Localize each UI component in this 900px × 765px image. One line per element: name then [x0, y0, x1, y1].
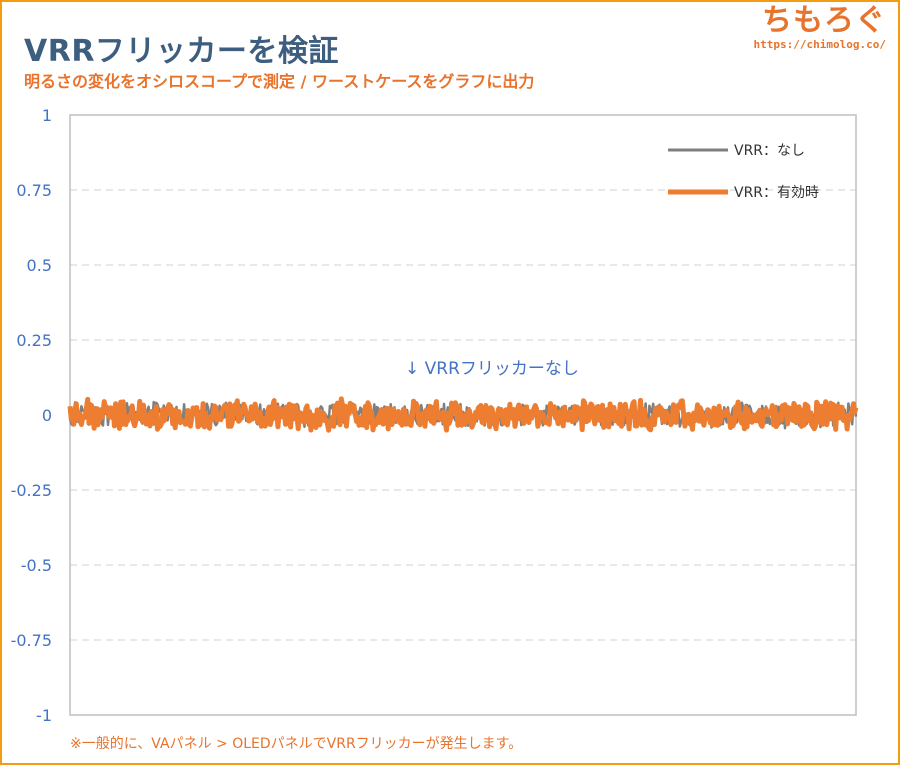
- y-tick-labels: 1 0.75 0.5 0.25 0 -0.25 -0.5 -0.75 -1: [11, 106, 52, 725]
- y-tick-label: 0.25: [16, 331, 52, 350]
- y-tick-label: -0.75: [11, 631, 52, 650]
- y-tick-label: -0.25: [11, 481, 52, 500]
- data-series: [67, 396, 859, 433]
- y-tick-label: -0.5: [21, 556, 52, 575]
- page-title: VRRフリッカーを検証: [24, 34, 339, 69]
- y-tick-label: 1: [42, 106, 52, 125]
- legend: VRR：なし VRR：有効時: [668, 143, 819, 201]
- y-tick-label: 0.5: [27, 256, 52, 275]
- y-tick-label: -1: [36, 706, 52, 725]
- legend-label-0: VRR：なし: [734, 143, 805, 159]
- brand-logo: ちもろぐ: [762, 3, 886, 38]
- annotation-no-flicker: ↓ VRRフリッカーなし: [405, 359, 579, 379]
- footnote: ※一般的に、VAパネル > OLEDパネルでVRRフリッカーが発生します。: [70, 736, 523, 752]
- series-line-1: [67, 396, 859, 433]
- annotations: ↓ VRRフリッカーなし: [405, 359, 579, 379]
- brand-url: https://chimolog.co/: [753, 38, 886, 51]
- y-tick-label: 0.75: [16, 181, 52, 200]
- y-tick-label: 0: [42, 406, 52, 425]
- brand-block: ちもろぐ https://chimolog.co/: [753, 3, 886, 52]
- page-subtitle: 明るさの変化をオシロスコープで測定 / ワーストケースをグラフに出力: [24, 72, 535, 91]
- legend-label-1: VRR：有効時: [734, 185, 819, 201]
